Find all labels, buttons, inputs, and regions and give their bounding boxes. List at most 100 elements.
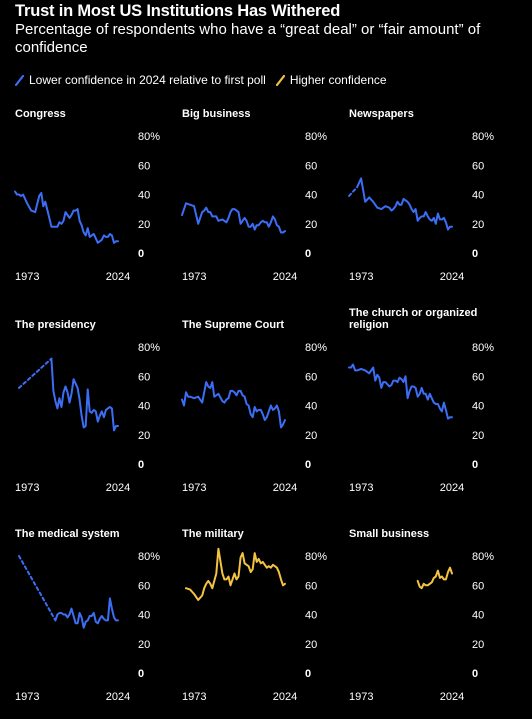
y-tick-label: 0: [472, 668, 478, 680]
x-tick-label: 1973: [182, 482, 206, 494]
x-tick-label: 1973: [15, 482, 39, 494]
series-line: [181, 381, 286, 429]
y-tick-label: 40: [138, 610, 150, 622]
x-tick-label: 2024: [440, 691, 464, 703]
y-tick-label: 40: [138, 401, 150, 413]
y-tick-label: 60: [138, 160, 150, 172]
series-line: [356, 177, 453, 231]
panel-the-presidency: The presidency 0 20 40 60 80% 1973 2024: [15, 319, 160, 494]
series-line: [416, 566, 453, 590]
y-tick-label: 20: [472, 639, 484, 651]
y-tick-label: 60: [305, 371, 317, 383]
x-tick-label: 2024: [106, 691, 130, 703]
y-tick-label: 20: [472, 219, 484, 231]
x-tick-label: 2024: [440, 271, 464, 283]
y-tick-label: 40: [305, 401, 317, 413]
y-tick-label: 60: [472, 580, 484, 592]
x-tick-label: 2024: [106, 271, 130, 283]
y-tick-label: 80%: [138, 131, 160, 143]
panel-title: The Supreme Court: [182, 319, 284, 331]
panel-title: Congress: [15, 108, 66, 120]
x-tick-label: 1973: [349, 482, 373, 494]
y-tick-label: 0: [472, 459, 478, 471]
x-tick-label: 2024: [273, 482, 297, 494]
chart-title: Trust in Most US Institutions Has Wither…: [15, 2, 341, 20]
panel-the-supreme-court: The Supreme Court 0 20 40 60 80% 1973 2024: [181, 319, 327, 494]
y-tick-label: 60: [138, 580, 150, 592]
x-tick-label: 2024: [273, 691, 297, 703]
panel-title: The church or organized religion: [349, 307, 477, 331]
y-tick-label: 60: [305, 160, 317, 172]
y-tick-label: 40: [138, 190, 150, 202]
chart-subtitle: Percentage of respondents who have a “gr…: [15, 21, 481, 56]
legend-swatch-lower: [15, 74, 24, 86]
panel-congress: Congress 0 20 40 60 80% 1973 2024: [14, 108, 160, 283]
y-tick-label: 20: [138, 430, 150, 442]
y-tick-label: 40: [305, 190, 317, 202]
y-tick-label: 60: [472, 371, 484, 383]
panel-the-military: The military 0 20 40 60 80% 1973 2024: [182, 528, 327, 703]
x-tick-label: 1973: [15, 271, 39, 283]
y-tick-label: 0: [138, 459, 144, 471]
x-tick-label: 1973: [15, 691, 39, 703]
legend-item-higher: Higher confidence: [275, 73, 387, 87]
panel-title: Big business: [182, 108, 250, 120]
y-tick-label: 40: [472, 401, 484, 413]
y-tick-label: 40: [472, 610, 484, 622]
y-tick-label: 0: [305, 459, 311, 471]
legend-item-lower: Lower confidence in 2024 relative to fir…: [15, 73, 266, 87]
y-tick-label: 60: [305, 580, 317, 592]
y-tick-label: 60: [472, 160, 484, 172]
legend: Lower confidence in 2024 relative to fir…: [15, 73, 397, 87]
x-tick-label: 1973: [182, 271, 206, 283]
series-line: [14, 190, 119, 244]
y-tick-label: 80%: [138, 551, 160, 563]
y-tick-label: 80%: [472, 342, 494, 354]
legend-swatch-higher: [275, 74, 285, 86]
series-line: [54, 597, 119, 629]
series-line: [50, 357, 119, 432]
y-tick-label: 0: [138, 668, 144, 680]
x-tick-label: 2024: [106, 482, 130, 494]
y-tick-label: 20: [305, 430, 317, 442]
y-tick-label: 60: [138, 371, 150, 383]
panel-newspapers: Newspapers 0 20 40 60 80% 1973 2024: [348, 108, 494, 283]
y-tick-label: 40: [472, 190, 484, 202]
panel-title-line: religion: [349, 319, 389, 331]
x-tick-label: 1973: [182, 691, 206, 703]
panel-title-line: The church or organized: [349, 307, 477, 319]
series-gap-line: [18, 357, 53, 389]
series-gap-line: [18, 555, 57, 622]
y-tick-label: 20: [138, 639, 150, 651]
x-tick-label: 2024: [273, 271, 297, 283]
y-tick-label: 0: [305, 668, 311, 680]
x-tick-label: 1973: [349, 691, 373, 703]
panel-title: The presidency: [15, 319, 97, 331]
y-tick-label: 0: [472, 248, 478, 260]
panel-title: The military: [182, 528, 245, 540]
y-tick-label: 40: [305, 610, 317, 622]
y-tick-label: 80%: [305, 551, 327, 563]
series-line: [348, 363, 453, 420]
y-tick-label: 80%: [305, 131, 327, 143]
panel-title: Newspapers: [349, 108, 414, 120]
y-tick-label: 20: [305, 219, 317, 231]
series-gap-line: [348, 186, 359, 197]
y-tick-label: 80%: [472, 131, 494, 143]
panel-the-church-or-organized-religion: The church or organized religion 0 20 40 60 80…: [348, 307, 494, 494]
panel-big-business: Big business 0 20 40 60 80% 1973 2024: [181, 108, 327, 283]
x-tick-label: 2024: [440, 482, 464, 494]
series-line: [185, 547, 286, 601]
panel-title: Small business: [349, 528, 429, 540]
series-line: [181, 202, 286, 234]
panel-small-business: Small business 0 20 40 60 80% 1973 2024: [349, 528, 494, 703]
y-tick-label: 0: [305, 248, 311, 260]
panel-title: The medical system: [15, 528, 120, 540]
x-tick-label: 1973: [349, 271, 373, 283]
y-tick-label: 80%: [472, 551, 494, 563]
legend-label-higher: Higher confidence: [289, 73, 387, 87]
legend-label-lower: Lower confidence in 2024 relative to fir…: [29, 73, 266, 87]
panel-the-medical-system: The medical system 0 20 40 60 80% 1973 2024: [15, 528, 160, 703]
y-tick-label: 20: [138, 219, 150, 231]
